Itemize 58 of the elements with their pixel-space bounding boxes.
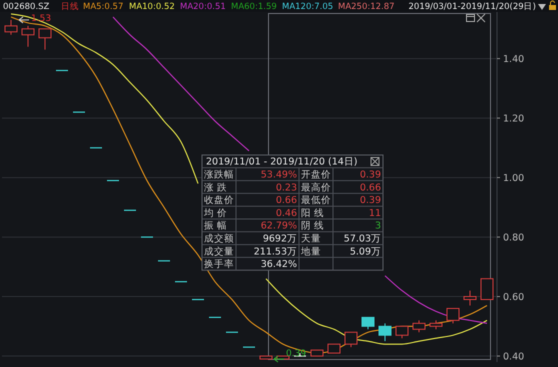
legend-label: MA60:1.59 [231, 2, 277, 12]
annotation: 36.42% [260, 259, 297, 270]
annotation: 天量 [301, 234, 321, 245]
annotation: 均 价 [203, 206, 228, 219]
text: MA20:0.51 [180, 2, 226, 12]
text: MA5:0.57 [83, 2, 124, 12]
annotation: 涨跌幅 [204, 168, 234, 181]
candlestick [38, 28, 52, 50]
text: MA10:0.52 [129, 2, 175, 12]
annotation: 53.49% [260, 170, 297, 181]
candlestick [362, 316, 374, 330]
annotation: 0.23 [276, 182, 297, 194]
annotation: 阴 线 [301, 220, 324, 232]
annotation: 开盘价 [301, 168, 331, 181]
chart-subtitle: 2019/03/01-2019/11/20(29日) [408, 2, 536, 12]
annotation: 57.03万 [344, 234, 381, 245]
annotation: 换手率 [204, 258, 234, 270]
candlestick [396, 326, 408, 339]
annotation: 62.79% [260, 220, 297, 232]
candlestick [344, 332, 358, 348]
annotation: 成交量 [204, 245, 234, 258]
chart-title: 002680.SZ [3, 2, 50, 12]
annotation: 9692万 [262, 234, 297, 245]
annotation: 涨 跌 [204, 181, 228, 194]
candlestick [446, 308, 460, 324]
annotation: 0.66 [276, 195, 297, 206]
annotation: 最低价 [301, 194, 331, 206]
annotation: 阳 线 [301, 206, 324, 219]
y-tick-label: 0.60 [503, 292, 524, 303]
y-tick-label: 1.20 [503, 113, 524, 124]
annotation: 211.53万 [254, 246, 297, 258]
candlestick [378, 322, 392, 342]
annotation: 0.39 [360, 170, 381, 181]
candlestick [4, 19, 18, 36]
annotation: 1.53 [31, 14, 52, 24]
candlestick [464, 290, 476, 306]
annotation: 成交额 [204, 232, 234, 245]
annotation: 0.46 [276, 208, 297, 219]
annotation: 地量 [300, 245, 321, 258]
y-tick-label: 1.40 [503, 54, 524, 65]
annotation: 3 [374, 220, 381, 232]
candlestick [22, 25, 34, 48]
legend-label: MA120:7.05 [282, 2, 334, 12]
y-tick-label: 0.80 [503, 232, 524, 244]
y-tick-label: 1.00 [503, 172, 524, 184]
annotation: 0.39 [360, 195, 381, 206]
annotation: 最高价 [301, 181, 331, 194]
candlestick [412, 320, 426, 333]
annotation: 5.09万 [350, 246, 381, 258]
legend-label: MA250:12.87 [338, 2, 395, 12]
annotation: 0.66 [360, 182, 381, 194]
annotation: 日线 [61, 1, 79, 12]
candlestick [480, 278, 494, 300]
annotation: 收盘价 [204, 194, 234, 206]
annotation: 11 [368, 208, 381, 219]
text: 2019/11/01 - 2019/11/20 (14日) [206, 156, 358, 168]
annotation: 振 幅 [204, 220, 228, 232]
y-tick-label: 0.40 [503, 351, 524, 362]
